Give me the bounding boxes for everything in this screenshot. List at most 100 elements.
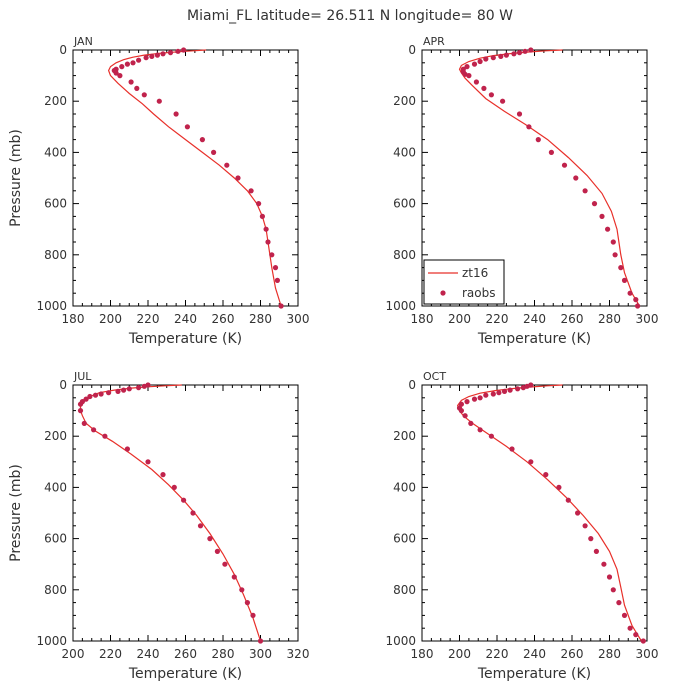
data-point-raobs	[605, 226, 611, 232]
panel-apr: APR 180 200 220 240 260 280 300 0 200 400 600 800 100…	[385, 35, 658, 347]
panel-label: JAN	[73, 35, 93, 48]
panel-label: OCT	[423, 370, 446, 383]
data-point-raobs	[488, 92, 494, 98]
legend-box	[423, 259, 505, 305]
data-point-raobs	[468, 420, 474, 426]
x-tick-label: 200	[448, 647, 471, 661]
data-point-raobs	[515, 386, 521, 392]
data-point-raobs	[278, 303, 284, 309]
data-point-raobs	[274, 277, 280, 283]
y-tick-label: 0	[59, 378, 67, 392]
y-tick-label: 0	[408, 378, 416, 392]
data-point-raobs	[160, 51, 166, 57]
data-point-raobs	[160, 472, 166, 478]
data-point-raobs	[522, 48, 528, 54]
legend-entry: zt16	[462, 266, 488, 280]
y-tick-label: 1000	[385, 299, 416, 313]
data-point-raobs	[134, 85, 140, 91]
data-point-raobs	[464, 399, 470, 405]
series-line-zt16	[458, 49, 641, 307]
y-tick-label: 600	[393, 532, 416, 546]
data-point-raobs	[509, 446, 515, 452]
data-point-raobs	[588, 536, 594, 542]
data-point-raobs	[263, 226, 269, 232]
y-tick-label: 800	[393, 248, 416, 262]
panel-label: JUL	[73, 370, 92, 383]
legend-entry: raobs	[462, 286, 496, 300]
data-point-raobs	[184, 124, 190, 130]
y-tick-label: 200	[44, 94, 67, 108]
panel-label: APR	[423, 35, 445, 48]
data-point-raobs	[115, 388, 121, 394]
y-tick-label: 600	[393, 197, 416, 211]
data-point-raobs	[573, 175, 579, 181]
data-point-raobs	[119, 64, 125, 70]
y-tick-label: 1000	[385, 634, 416, 648]
data-point-raobs	[528, 459, 534, 465]
data-point-raobs	[156, 98, 162, 104]
x-tick-label: 180	[411, 647, 434, 661]
data-point-raobs	[627, 625, 633, 631]
x-tick-label: 220	[99, 647, 122, 661]
data-point-raobs	[618, 265, 624, 271]
y-tick-label: 600	[44, 532, 67, 546]
x-tick-label: 280	[212, 647, 235, 661]
data-point-raobs	[154, 52, 160, 58]
data-point-raobs	[181, 497, 187, 503]
data-point-raobs	[500, 98, 506, 104]
data-point-raobs	[561, 162, 568, 168]
y-axis-label: Pressure (mb)	[8, 464, 24, 562]
plot-frame	[421, 384, 648, 642]
data-point-raobs	[627, 290, 633, 296]
data-point-raobs	[591, 201, 598, 207]
x-tick-label: 180	[62, 312, 85, 326]
legend-marker-swatch	[440, 290, 446, 296]
plot-frame	[72, 384, 299, 642]
y-tick-label: 600	[44, 197, 67, 211]
x-tick-label: 300	[287, 312, 310, 326]
x-tick-label: 280	[598, 647, 621, 661]
data-point-raobs	[496, 390, 502, 396]
data-point-raobs	[231, 574, 237, 580]
data-point-raobs	[181, 47, 187, 53]
data-point-raobs	[171, 484, 177, 490]
series-line-zt16	[79, 384, 262, 642]
data-point-raobs	[582, 523, 588, 529]
data-point-raobs	[167, 50, 174, 56]
x-tick-label: 240	[523, 647, 546, 661]
data-point-raobs	[248, 188, 254, 194]
data-point-raobs	[145, 459, 151, 465]
data-point-raobs	[197, 523, 204, 529]
data-point-raobs	[92, 392, 99, 398]
x-tick-label: 240	[174, 312, 197, 326]
panel-jan: JAN 180 200 220 240 260 280 300 0 200 400 600 800 100…	[8, 35, 309, 347]
data-point-raobs	[640, 638, 646, 644]
data-point-raobs	[130, 60, 136, 66]
data-point-raobs	[606, 574, 613, 580]
data-point-raobs	[224, 162, 230, 168]
data-point-raobs	[483, 392, 489, 398]
data-point-raobs	[257, 638, 264, 644]
data-point-raobs	[516, 111, 523, 117]
data-point-raobs	[621, 612, 628, 619]
data-point-raobs	[610, 587, 616, 593]
data-point-raobs	[250, 612, 256, 619]
data-point-raobs	[244, 600, 250, 606]
data-point-raobs	[501, 388, 508, 394]
data-point-raobs	[214, 548, 220, 555]
data-point-raobs	[190, 510, 196, 516]
data-point-raobs	[473, 79, 479, 85]
data-point-raobs	[265, 239, 271, 245]
x-tick-label: 280	[598, 312, 621, 326]
data-point-raobs	[635, 303, 641, 309]
data-point-raobs	[477, 58, 483, 65]
data-point-raobs	[503, 52, 509, 58]
data-point-raobs	[102, 433, 108, 439]
data-point-raobs	[175, 48, 181, 54]
x-tick-label: 180	[411, 312, 434, 326]
data-point-raobs	[520, 385, 526, 391]
data-point-raobs	[616, 600, 622, 606]
data-point-raobs	[526, 124, 532, 130]
data-point-raobs	[207, 536, 213, 542]
y-tick-label: 200	[393, 429, 416, 443]
